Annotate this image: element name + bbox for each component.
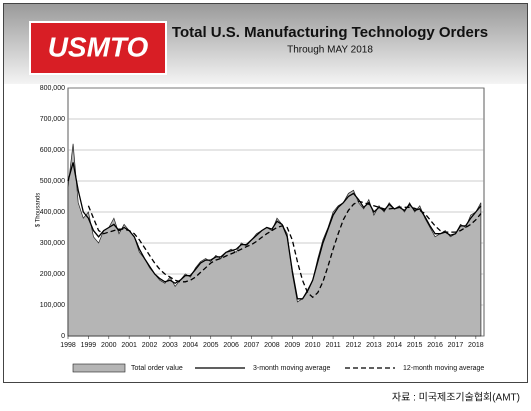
x-tick-label: 2001 — [121, 342, 137, 349]
y-tick-label: 700,000 — [40, 116, 65, 123]
x-tick-label: 2018 — [468, 342, 484, 349]
x-tick-label: 2013 — [366, 342, 382, 349]
x-tick-label: 2016 — [427, 342, 443, 349]
y-tick-label: 800,000 — [40, 85, 65, 92]
legend-label: Total order value — [131, 365, 183, 372]
x-tick-label: 2004 — [183, 342, 199, 349]
x-tick-label: 2006 — [223, 342, 239, 349]
x-tick-label: 2012 — [346, 342, 362, 349]
legend-label: 3-month moving average — [253, 365, 331, 372]
logo-box — [29, 21, 167, 75]
source-note: 자료 : 미국제조기술협회(AMT) — [392, 391, 520, 404]
x-tick-label: 2008 — [264, 342, 280, 349]
chart-subtitle: Through MAY 2018 — [287, 45, 373, 56]
x-tick-label: 2017 — [448, 342, 464, 349]
legend-swatch — [72, 363, 126, 373]
x-tick-label: 2010 — [305, 342, 321, 349]
chart-title: Total U.S. Manufacturing Technology Orde… — [172, 24, 488, 41]
y-tick-label: 600,000 — [40, 147, 65, 154]
x-tick-label: 2014 — [386, 342, 402, 349]
y-tick-label: 100,000 — [40, 302, 65, 309]
line — [67, 162, 482, 300]
y-tick-label: 0 — [61, 333, 65, 340]
y-tick-label: 500,000 — [40, 178, 65, 185]
y-tick-label: 400,000 — [40, 209, 65, 216]
x-tick-label: 2015 — [407, 342, 423, 349]
y-axis-label: $ Thousands — [36, 193, 42, 228]
x-tick-label: 2005 — [203, 342, 219, 349]
x-tick-label: 1998 — [60, 342, 76, 349]
x-tick-label: 1999 — [81, 342, 97, 349]
legend-label: 12-month moving average — [403, 365, 484, 372]
line — [87, 200, 482, 299]
x-tick-label: 2003 — [162, 342, 178, 349]
x-tick-label: 2007 — [244, 342, 260, 349]
x-tick-label: 2009 — [285, 342, 301, 349]
x-tick-label: 2002 — [142, 342, 158, 349]
x-tick-label: 2011 — [326, 342, 341, 349]
y-tick-label: 200,000 — [40, 271, 65, 278]
logo: USMTO — [48, 31, 149, 62]
x-tick-label: 2000 — [101, 342, 117, 349]
y-tick-label: 300,000 — [40, 240, 65, 247]
